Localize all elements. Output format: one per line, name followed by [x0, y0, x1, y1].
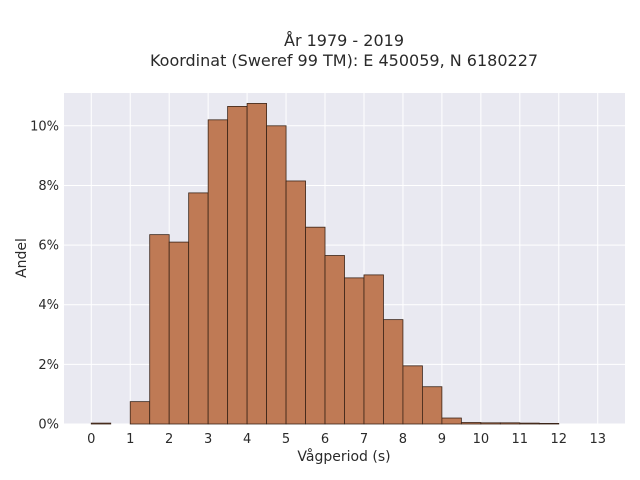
histogram-bar: [188, 192, 209, 425]
histogram-bar: [344, 277, 365, 425]
histogram-bar: [538, 423, 560, 425]
x-tick-label: 10: [473, 432, 490, 447]
histogram-bar: [460, 422, 482, 425]
y-tick-label: 0%: [38, 418, 59, 433]
histogram-bar: [499, 422, 521, 425]
x-axis-ticks: 0 1 2 3 4 5 6 7 8 9 10 11 12 13: [87, 432, 606, 447]
chart-title-line1: År 1979 - 2019: [284, 31, 404, 50]
histogram-bar: [519, 422, 540, 425]
histogram-bar: [324, 255, 345, 425]
bars: [90, 103, 560, 425]
histogram-bar: [149, 234, 170, 425]
histogram-bar: [422, 386, 443, 425]
y-tick-label: 4%: [38, 298, 59, 313]
y-tick-label: 10%: [30, 119, 59, 134]
histogram-bar: [383, 319, 404, 425]
histogram-bar: [266, 125, 287, 425]
x-tick-label: 5: [282, 432, 290, 447]
x-tick-label: 6: [321, 432, 329, 447]
x-tick-label: 4: [243, 432, 251, 447]
y-tick-label: 2%: [38, 358, 59, 373]
histogram-bar: [480, 422, 501, 425]
y-tick-label: 6%: [38, 239, 59, 254]
x-tick-label: 2: [165, 432, 173, 447]
x-tick-label: 8: [399, 432, 407, 447]
histogram-bar: [305, 226, 326, 425]
chart-title-line2: Koordinat (Sweref 99 TM): E 450059, N 61…: [150, 51, 538, 70]
histogram-bar: [227, 106, 248, 425]
x-tick-label: 13: [589, 432, 606, 447]
histogram-bar: [207, 119, 229, 425]
x-tick-label: 9: [438, 432, 446, 447]
x-tick-label: 1: [126, 432, 134, 447]
histogram-bar: [285, 180, 306, 425]
histogram-bar: [129, 401, 151, 425]
x-tick-label: 12: [550, 432, 567, 447]
histogram-bar: [168, 241, 190, 425]
x-tick-label: 3: [204, 432, 212, 447]
histogram-bar: [363, 274, 384, 425]
histogram-bar: [246, 103, 267, 425]
x-tick-label: 11: [512, 432, 529, 447]
y-axis-ticks: 0% 2% 4% 6% 8% 10%: [30, 119, 59, 432]
x-tick-label: 0: [87, 432, 95, 447]
histogram-bar: [90, 422, 112, 425]
x-tick-label: 7: [360, 432, 368, 447]
y-axis-label: Andel: [14, 238, 30, 278]
histogram-bar: [441, 417, 462, 425]
histogram-bar: [402, 365, 423, 425]
y-tick-label: 8%: [38, 179, 59, 194]
x-axis-label: Vågperiod (s): [297, 448, 390, 465]
